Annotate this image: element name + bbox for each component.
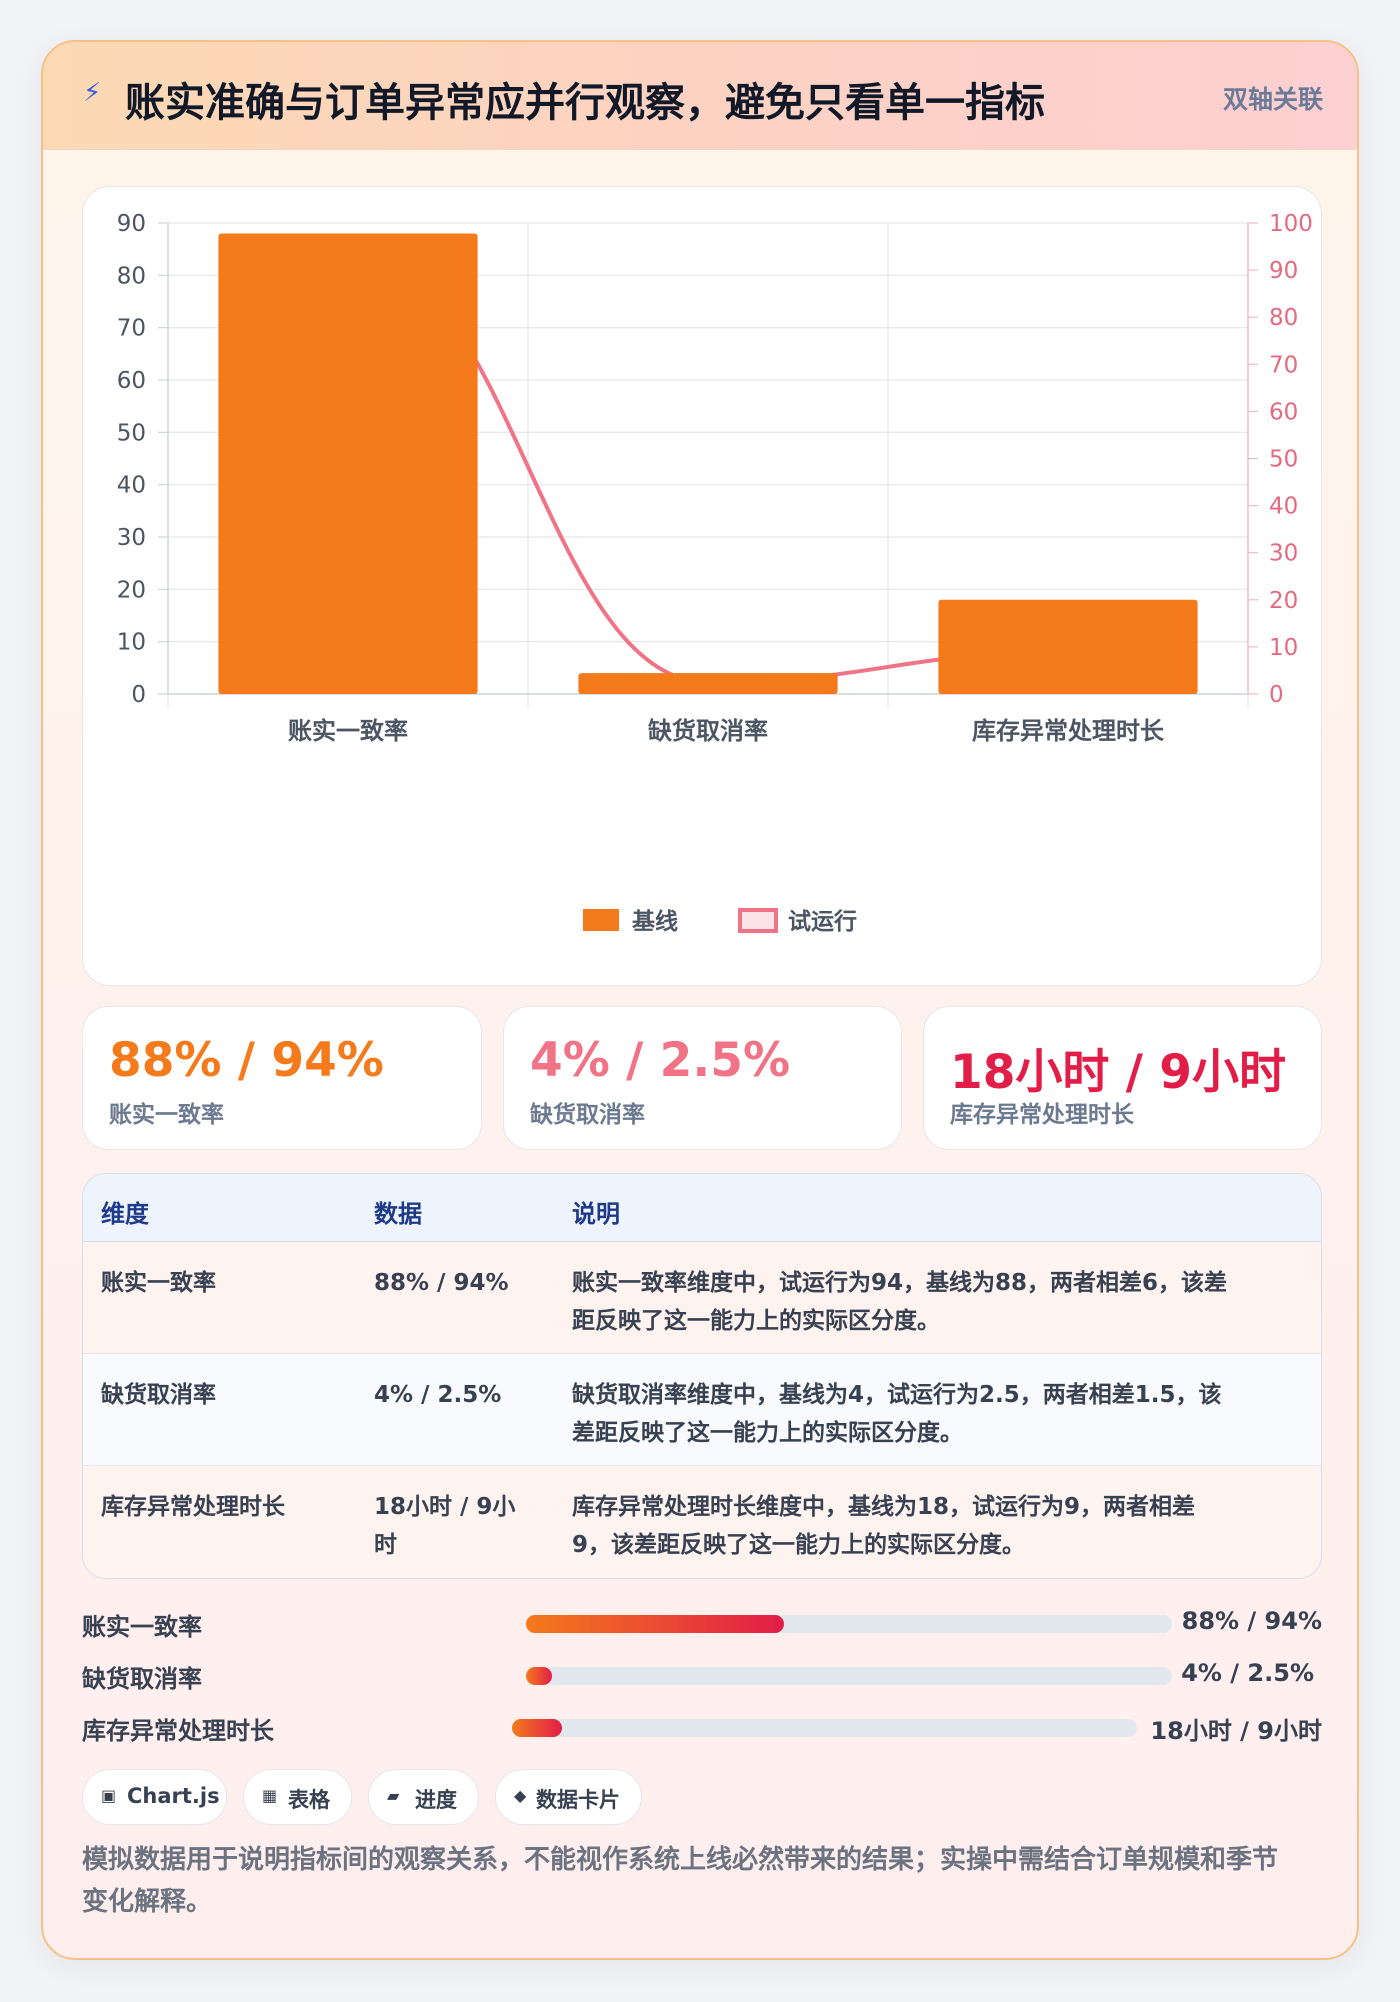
y-left-tick-label: 70: [117, 316, 146, 342]
chip-label: Chart.js: [127, 1784, 220, 1808]
progress-row-duration: 库存异常处理时长 18小时 / 9小时: [82, 1707, 1322, 1747]
progress-label: 账实一致率: [82, 1613, 202, 1641]
progress-track: [526, 1667, 1172, 1685]
header-data: 数据: [374, 1200, 422, 1228]
chip-label: 进度: [415, 1788, 457, 1812]
note-line: 变化解释。: [82, 1887, 213, 1917]
y-left-tick-label: 20: [117, 577, 146, 603]
chip-label: 表格: [288, 1788, 330, 1812]
x-tick-label: 库存异常处理时长: [972, 717, 1165, 745]
header-dimension: 维度: [101, 1200, 149, 1228]
progress-row-cancel: 缺货取消率 4% / 2.5%: [82, 1655, 1322, 1695]
stat-card-cancel: 4% / 2.5% 缺货取消率: [503, 1006, 902, 1150]
chip-table[interactable]: ▦ 表格: [243, 1769, 352, 1825]
cell-data: 88% / 94%: [374, 1270, 509, 1296]
table-row: 缺货取消率 4% / 2.5% 缺货取消率维度中，基线为4，试运行为2.5，两者…: [83, 1354, 1321, 1466]
x-tick-label: 账实一致率: [288, 717, 408, 745]
chip-label: 数据卡片: [536, 1788, 620, 1812]
cell-description: 库存异常处理时长维度中，基线为18，试运行为9，两者相差 9，该差距反映了这一能力…: [572, 1494, 1196, 1558]
card-header: ⚡ 账实准确与订单异常应并行观察，避免只看单一指标 双轴关联: [43, 42, 1357, 150]
y-right-tick-label: 10: [1269, 635, 1298, 661]
cell-description: 账实一致率维度中，试运行为94，基线为88，两者相差6，该差 距反映了这一能力上的…: [572, 1270, 1228, 1334]
legend-label-trial: 试运行: [788, 908, 857, 935]
progress-fill: [512, 1719, 562, 1737]
table-row: 库存异常处理时长 18小时 / 9小时 库存异常处理时长维度中，基线为18，试运…: [83, 1466, 1321, 1578]
progress-row-accuracy: 账实一致率 88% / 94%: [82, 1603, 1322, 1643]
cell-dimension: 账实一致率: [101, 1270, 216, 1296]
bar-0: [218, 233, 478, 694]
table-header: 维度 数据 说明: [83, 1174, 1321, 1242]
report-card: ⚡ 账实准确与订单异常应并行观察，避免只看单一指标 双轴关联 0 10 20 30 40…: [41, 40, 1359, 1960]
y-right-tick-label: 80: [1269, 305, 1298, 331]
stat-card-duration: 18小时 / 9小时 库存异常处理时长: [923, 1006, 1322, 1150]
progress-value: 88% / 94%: [1181, 1607, 1322, 1635]
progress-icon: ▰: [387, 1786, 400, 1805]
y-right-tick-label: 20: [1269, 588, 1298, 614]
table-icon: ▦: [262, 1786, 278, 1805]
y-left-tick-label: 80: [117, 263, 146, 289]
stat-label: 缺货取消率: [530, 1102, 645, 1128]
y-right-tick-label: 50: [1269, 447, 1298, 473]
stat-card-accuracy: 88% / 94% 账实一致率: [82, 1006, 482, 1150]
data-table: 维度 数据 说明 账实一致率 88% / 94% 账实一致率维度中，试运行为94…: [82, 1173, 1322, 1579]
y-right-tick-label: 40: [1269, 494, 1298, 520]
cell-description: 缺货取消率维度中，基线为4，试运行为2.5，两者相差1.5，该 差距反映了这一能力…: [572, 1382, 1222, 1446]
y-right-tick-label: 0: [1269, 682, 1284, 708]
bar-2: [938, 599, 1198, 694]
progress-label: 缺货取消率: [82, 1665, 202, 1693]
y-right-tick-label: 90: [1269, 258, 1298, 284]
y-right-tick-label: 100: [1269, 211, 1313, 237]
note-line: 模拟数据用于说明指标间的观察关系，不能视作系统上线必然带来的结果；实操中需结合订…: [82, 1845, 1279, 1875]
header-description: 说明: [572, 1200, 620, 1228]
progress-fill: [526, 1667, 552, 1685]
cell-dimension: 库存异常处理时长: [101, 1494, 285, 1520]
y-right-tick-label: 60: [1269, 399, 1298, 425]
y-left-tick-label: 90: [117, 211, 146, 237]
chip-data-card[interactable]: ◆ 数据卡片: [495, 1769, 642, 1825]
chip-chartjs[interactable]: ▣ Chart.js: [82, 1769, 227, 1825]
stat-value: 18小时 / 9小时: [950, 1045, 1286, 1100]
y-left-tick-label: 60: [117, 368, 146, 394]
y-left-tick-label: 50: [117, 420, 146, 446]
y-left-tick-label: 0: [131, 682, 146, 708]
stat-value: 88% / 94%: [109, 1033, 384, 1088]
combo-chart: 0 10 20 30 40 50 60 70 80 90 0 10 20 30 40 50 60 70 80 90 10…: [117, 211, 1313, 935]
cell-data: 4% / 2.5%: [374, 1382, 502, 1408]
legend-swatch-baseline: [583, 909, 619, 931]
x-tick-label: 缺货取消率: [648, 717, 768, 745]
progress-value: 4% / 2.5%: [1181, 1659, 1314, 1687]
dual-axis-badge: 双轴关联: [1222, 85, 1323, 114]
progress-label: 库存异常处理时长: [82, 1717, 274, 1745]
progress-track: [526, 1615, 1172, 1633]
disclaimer-note: 模拟数据用于说明指标间的观察关系，不能视作系统上线必然带来的结果；实操中需结合订…: [82, 1839, 1322, 1923]
legend-swatch-trial: [738, 908, 778, 933]
bar-1: [578, 673, 838, 694]
progress-fill: [526, 1615, 785, 1633]
cell-dimension: 缺货取消率: [101, 1382, 216, 1408]
stat-value: 4% / 2.5%: [530, 1033, 791, 1088]
chart-icon: ▣: [101, 1786, 117, 1805]
page-title: 账实准确与订单异常应并行观察，避免只看单一指标: [125, 80, 1045, 126]
progress-track: [512, 1719, 1137, 1737]
y-right-tick-label: 30: [1269, 541, 1298, 567]
cell-data: 18小时 / 9小时: [374, 1494, 516, 1558]
y-left-tick-label: 30: [117, 525, 146, 551]
y-left-tick-label: 10: [117, 630, 146, 656]
stat-label: 库存异常处理时长: [950, 1102, 1134, 1128]
chart-panel: 0 10 20 30 40 50 60 70 80 90 0 10 20 30 40 50 60 70 80 90 10…: [82, 186, 1322, 986]
legend-label-baseline: 基线: [632, 908, 678, 935]
table-row: 账实一致率 88% / 94% 账实一致率维度中，试运行为94，基线为88，两者…: [83, 1242, 1321, 1354]
stat-label: 账实一致率: [109, 1102, 224, 1128]
y-left-tick-label: 40: [117, 473, 146, 499]
lightning-icon: ⚡: [83, 78, 102, 108]
progress-value: 18小时 / 9小时: [1150, 1717, 1322, 1745]
card-icon: ◆: [514, 1786, 527, 1805]
chip-progress[interactable]: ▰ 进度: [368, 1769, 479, 1825]
y-right-tick-label: 70: [1269, 352, 1298, 378]
